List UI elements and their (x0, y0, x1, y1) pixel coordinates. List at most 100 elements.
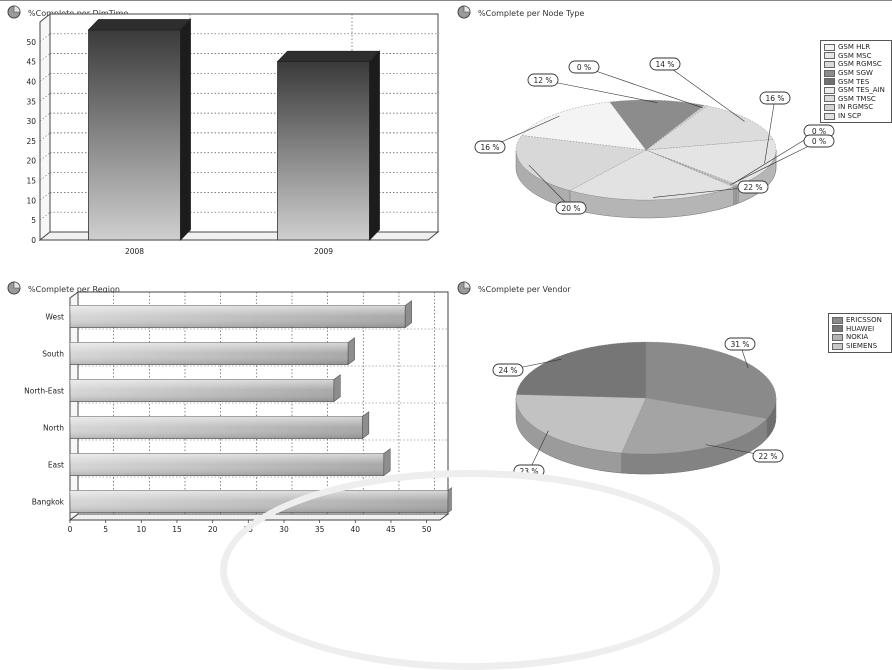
data-label-box (492, 363, 524, 377)
pie-slice[interactable] (609, 99, 705, 151)
bar-side (362, 411, 370, 440)
pie-slice[interactable] (515, 135, 647, 191)
bar-front (88, 29, 181, 241)
bar[interactable] (69, 411, 370, 440)
data-label-box (474, 140, 506, 154)
legend-label: GSM TES_AIN (838, 86, 885, 95)
legend-label: IN SCP (838, 112, 862, 121)
chart-legend: ERICSSON HUAWEI NOKIA SIEMENS (828, 313, 892, 354)
legend-item[interactable]: IN SCP (824, 112, 888, 121)
legend-label: GSM SGW (838, 69, 873, 78)
data-label: 0 % (577, 63, 591, 72)
legend-swatch (832, 325, 843, 333)
data-label: 22 % (758, 452, 777, 461)
legend-label: IN RGMSC (838, 103, 874, 112)
y-tick-label: North (43, 424, 64, 433)
gridline (39, 73, 51, 82)
y-tick-label: 35 (26, 97, 36, 106)
bar[interactable] (87, 18, 192, 241)
bar[interactable] (69, 486, 452, 514)
chart-icon[interactable] (7, 5, 21, 19)
bar[interactable] (69, 300, 412, 329)
chart-icon[interactable] (457, 281, 471, 295)
legend-swatch (832, 333, 843, 341)
y-tick-label: South (42, 350, 64, 359)
gridline (39, 231, 51, 241)
bar[interactable] (276, 50, 381, 241)
x-tick-label: 5 (103, 525, 108, 534)
legend-swatch (824, 103, 835, 111)
legend-item[interactable]: HUAWEI (832, 325, 888, 334)
legend-label: GSM MSC (838, 51, 872, 60)
y-tick-label: 45 (26, 58, 36, 67)
x-tick-label: 0 (68, 525, 73, 534)
gridline (39, 192, 51, 201)
chart-icon[interactable] (7, 281, 21, 295)
x-tick-label: 15 (172, 525, 182, 534)
data-label: 12 % (533, 76, 552, 85)
y-tick-label: 10 (26, 196, 36, 205)
legend-item[interactable]: GSM MSC (824, 52, 888, 61)
legend-item[interactable]: GSM SGW (824, 69, 888, 78)
legend-item[interactable]: GSM TMSC (824, 95, 888, 104)
legend-item[interactable]: GSM HLR (824, 43, 888, 52)
data-label-box (737, 180, 769, 194)
legend-swatch (832, 316, 843, 324)
bar[interactable] (69, 374, 341, 403)
x-tick-label: 45 (386, 525, 396, 534)
plot-floor (68, 513, 450, 521)
data-label-box (527, 73, 559, 87)
legend-item[interactable]: GSM TES (824, 77, 888, 86)
y-tick-label: 30 (26, 117, 36, 126)
gridline (39, 112, 51, 122)
legend-label: NOKIA (846, 333, 869, 342)
data-label: 22 % (743, 183, 762, 192)
pie-slice[interactable] (645, 341, 777, 419)
pie-slice[interactable] (645, 105, 774, 151)
label-leader (764, 97, 776, 164)
y-tick-label: 20 (26, 157, 36, 166)
bar[interactable] (69, 337, 355, 366)
bar-top (87, 19, 192, 31)
legend-label: HUAWEI (846, 324, 875, 333)
data-label-box (555, 201, 587, 215)
data-label-box (724, 337, 756, 351)
pie-slice[interactable] (569, 149, 735, 201)
data-label: 31 % (730, 340, 749, 349)
data-label: 14 % (655, 60, 674, 69)
legend-item[interactable]: ERICSSON (832, 316, 888, 325)
legend-label: GSM TES (838, 77, 870, 86)
gridline (39, 33, 51, 43)
label-leader (542, 79, 658, 103)
legend-item[interactable]: IN RGMSC (824, 103, 888, 112)
chart-icon[interactable] (457, 5, 471, 19)
y-tick-label: West (46, 313, 64, 322)
pie-slice[interactable] (515, 341, 647, 399)
y-tick-label: 15 (26, 177, 36, 186)
pie-slice[interactable] (621, 397, 768, 455)
label-leader (730, 140, 820, 185)
pie-slice[interactable] (645, 105, 708, 151)
chart-panel-vendor: %Complete per Vendor 31 % 22 % 23 % 24 % ER… (450, 276, 892, 538)
legend-swatch (824, 43, 835, 51)
legend-label: ERICSSON (846, 316, 882, 325)
legend-item[interactable]: GSM TES_AIN (824, 86, 888, 95)
legend-item[interactable]: NOKIA (832, 333, 888, 342)
legend-label: GSM TMSC (838, 94, 876, 103)
pie-chart-vendor: 31 % 22 % 23 % 24 % (492, 337, 784, 478)
data-label-box (649, 57, 681, 71)
legend-item[interactable]: SIEMENS (832, 342, 888, 351)
bar-shine (70, 305, 406, 328)
bar-shine (70, 453, 384, 476)
legend-swatch (824, 112, 835, 120)
legend-item[interactable]: GSM RGMSC (824, 60, 888, 69)
y-tick-label: 40 (26, 77, 36, 86)
gridline (39, 152, 51, 161)
x-tick-label: 2009 (314, 247, 333, 256)
pie-slice[interactable] (521, 101, 647, 151)
bar-shine (70, 342, 349, 365)
pie-slice[interactable] (515, 394, 647, 454)
y-tick-label: 25 (26, 137, 36, 146)
label-leader (653, 186, 754, 198)
x-tick-label: 50 (422, 525, 432, 534)
